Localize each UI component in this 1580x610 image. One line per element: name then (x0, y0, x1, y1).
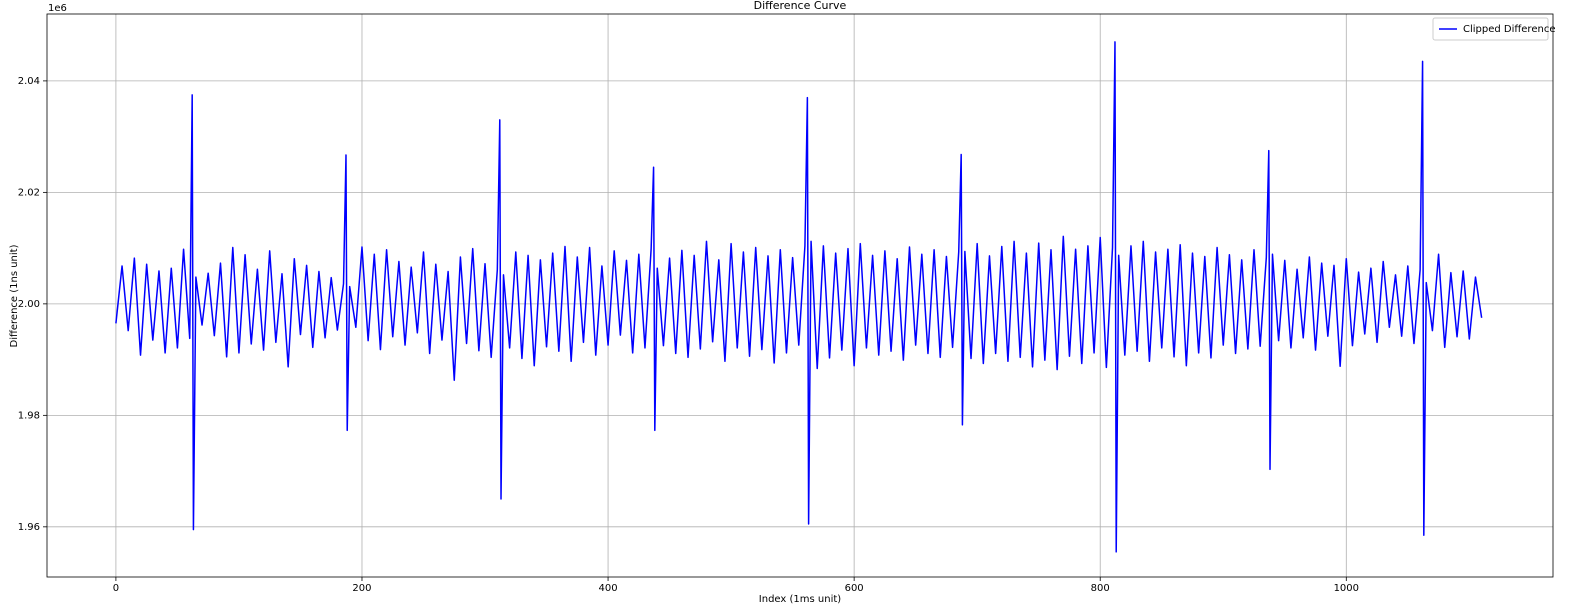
x-axis-label: Index (1ms unit) (759, 594, 841, 605)
legend-label: Clipped Difference (1463, 24, 1555, 35)
legend-box (1432, 17, 1549, 41)
chart-title: Difference Curve (754, 0, 847, 12)
y-axis-label: Difference (1ns unit) (9, 244, 20, 347)
y-offset-label: 1e6 (48, 3, 67, 14)
x-tick-label: 200 (352, 583, 371, 594)
x-tick-label: 800 (1091, 583, 1110, 594)
y-tick-label: 2.00 (18, 299, 40, 310)
x-tick-label: 400 (599, 583, 618, 594)
x-tick-label: 1000 (1334, 583, 1359, 594)
y-tick-label: 1.98 (18, 410, 40, 421)
x-tick-label: 600 (845, 583, 864, 594)
y-tick-label: 2.02 (18, 187, 40, 198)
data-line (115, 41, 1483, 553)
y-tick-label: 1.96 (18, 522, 40, 533)
plot-frame (46, 13, 1554, 578)
y-tick-label: 2.04 (18, 76, 40, 87)
x-tick-label: 0 (113, 583, 119, 594)
